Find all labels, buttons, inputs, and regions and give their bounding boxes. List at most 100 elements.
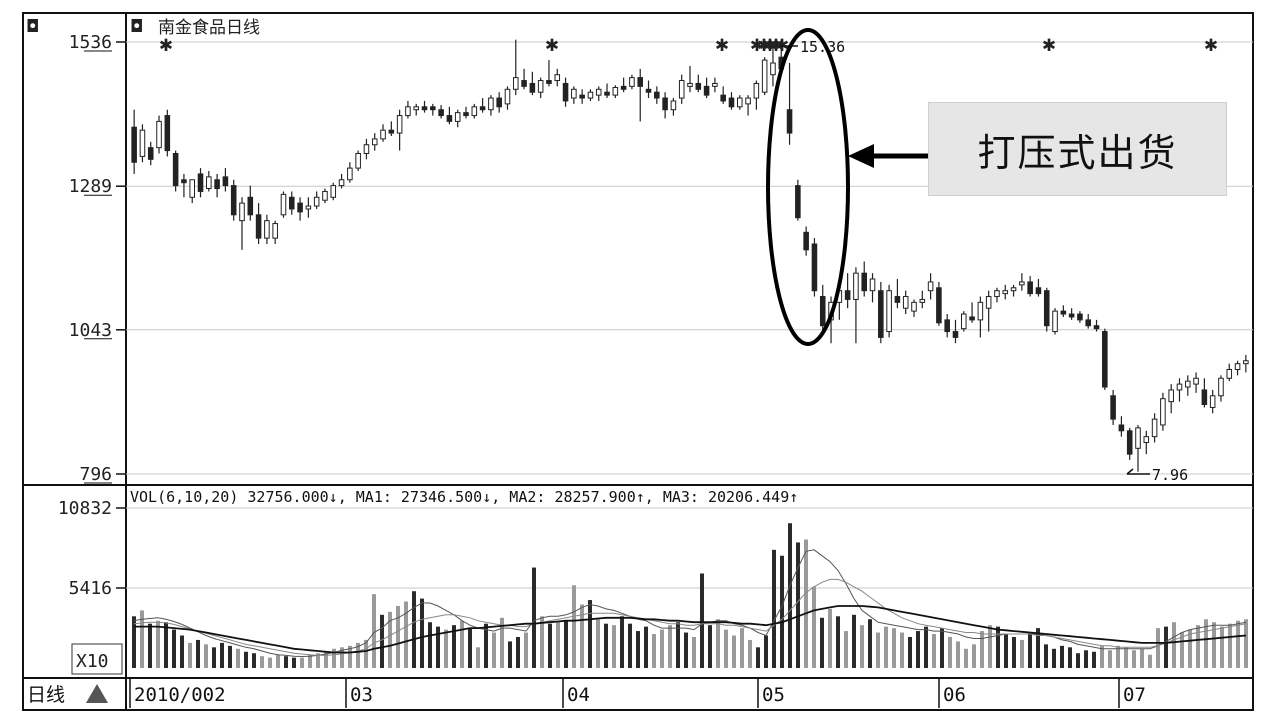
candle-body: [894, 296, 901, 303]
candle-body: [454, 112, 461, 122]
volume-bar: [932, 634, 936, 668]
candle: [504, 86, 511, 110]
candle-body: [1234, 363, 1241, 371]
candle: [853, 267, 859, 344]
volume-bar: [1044, 644, 1048, 668]
volume-bar: [564, 620, 568, 668]
candle-body: [554, 74, 561, 82]
period-toggle-icon[interactable]: [86, 684, 108, 703]
candle-body: [330, 185, 337, 198]
candle-body: [952, 331, 959, 338]
candle: [446, 106, 453, 125]
candle: [264, 214, 270, 244]
candle-body: [571, 88, 577, 99]
candle-body: [1209, 395, 1216, 408]
candle-body: [313, 196, 320, 207]
candle: [637, 68, 644, 122]
candle: [496, 92, 502, 113]
volume-bars: [132, 523, 1248, 668]
candle-body: [612, 87, 619, 96]
candle-body: [380, 129, 386, 140]
candle: [1226, 363, 1233, 382]
candle-body: [1010, 287, 1017, 292]
candle: [363, 138, 370, 160]
candle-body: [703, 85, 710, 96]
x-tick-label: 06: [943, 684, 966, 706]
candle-body: [512, 77, 519, 90]
volume-bar: [556, 622, 560, 668]
candle: [786, 63, 793, 145]
candle: [1135, 424, 1141, 472]
volume-bar: [1020, 639, 1024, 668]
candle: [288, 191, 295, 215]
candle: [662, 92, 668, 119]
x-tick-label: 05: [762, 684, 785, 706]
period-label: 日线: [27, 684, 65, 706]
candle-body: [595, 88, 602, 96]
candle-body: [297, 202, 303, 213]
volume-bar: [580, 604, 584, 668]
candle-body: [1043, 290, 1050, 327]
volume-bar: [324, 651, 328, 668]
candle-body: [1093, 325, 1100, 330]
candle: [430, 103, 436, 116]
candle: [1043, 287, 1050, 332]
candle-body: [463, 112, 469, 117]
volume-bar: [444, 629, 448, 668]
volume-bar: [268, 657, 272, 668]
volume-bar: [404, 601, 408, 668]
candle: [1209, 389, 1216, 414]
candle: [197, 168, 204, 198]
volume-bar: [1212, 622, 1216, 668]
candle-body: [1126, 430, 1133, 455]
candle-body: [230, 185, 237, 216]
candle-body: [255, 214, 262, 239]
candle: [770, 42, 776, 87]
candle-body: [1184, 380, 1191, 388]
candle: [761, 57, 768, 96]
candle: [803, 226, 809, 256]
volume-bar: [204, 644, 208, 668]
candle-body: [902, 296, 909, 309]
volume-bar: [572, 585, 576, 668]
volume-bar: [1124, 647, 1128, 668]
volume-bar: [292, 657, 296, 668]
volume-bar: [380, 614, 384, 668]
candle: [1151, 413, 1158, 443]
high-marker: ✱: [750, 36, 764, 56]
volume-bar: [636, 631, 640, 668]
candle-body: [338, 179, 345, 187]
volume-bar: [972, 644, 976, 668]
volume-bar: [316, 653, 320, 668]
candle-body: [1151, 418, 1158, 438]
candle: [1102, 328, 1108, 390]
volume-bar: [1012, 636, 1016, 668]
volume-bar: [724, 629, 728, 668]
volume-bar: [756, 647, 760, 668]
volume-bar: [492, 632, 496, 668]
candle: [305, 197, 312, 218]
volume-bar: [644, 626, 648, 668]
volume-bar: [236, 648, 240, 668]
high-markers: ✱ ✱ ✱ ✱✱✱✱✱ ✱ ✱: [159, 36, 1218, 56]
candle: [960, 311, 967, 332]
candle-body: [645, 88, 652, 93]
candle-body: [181, 179, 187, 184]
candle: [1035, 279, 1042, 297]
volume-bar: [836, 616, 840, 668]
candle: [1060, 305, 1067, 317]
candle: [795, 179, 801, 221]
candle: [463, 106, 469, 119]
candle-body: [745, 97, 751, 105]
volume-bar: [684, 632, 688, 668]
volume-bar: [820, 617, 824, 668]
candle-body: [670, 100, 677, 111]
price-y-ticks: 1536 1289 1043 796: [69, 32, 126, 485]
volume-bar: [244, 651, 248, 668]
volume-bar: [676, 622, 680, 668]
candle: [728, 92, 735, 110]
candle-body: [1168, 389, 1174, 403]
candle: [687, 65, 693, 93]
candle: [421, 100, 428, 113]
volume-bar: [300, 657, 304, 668]
